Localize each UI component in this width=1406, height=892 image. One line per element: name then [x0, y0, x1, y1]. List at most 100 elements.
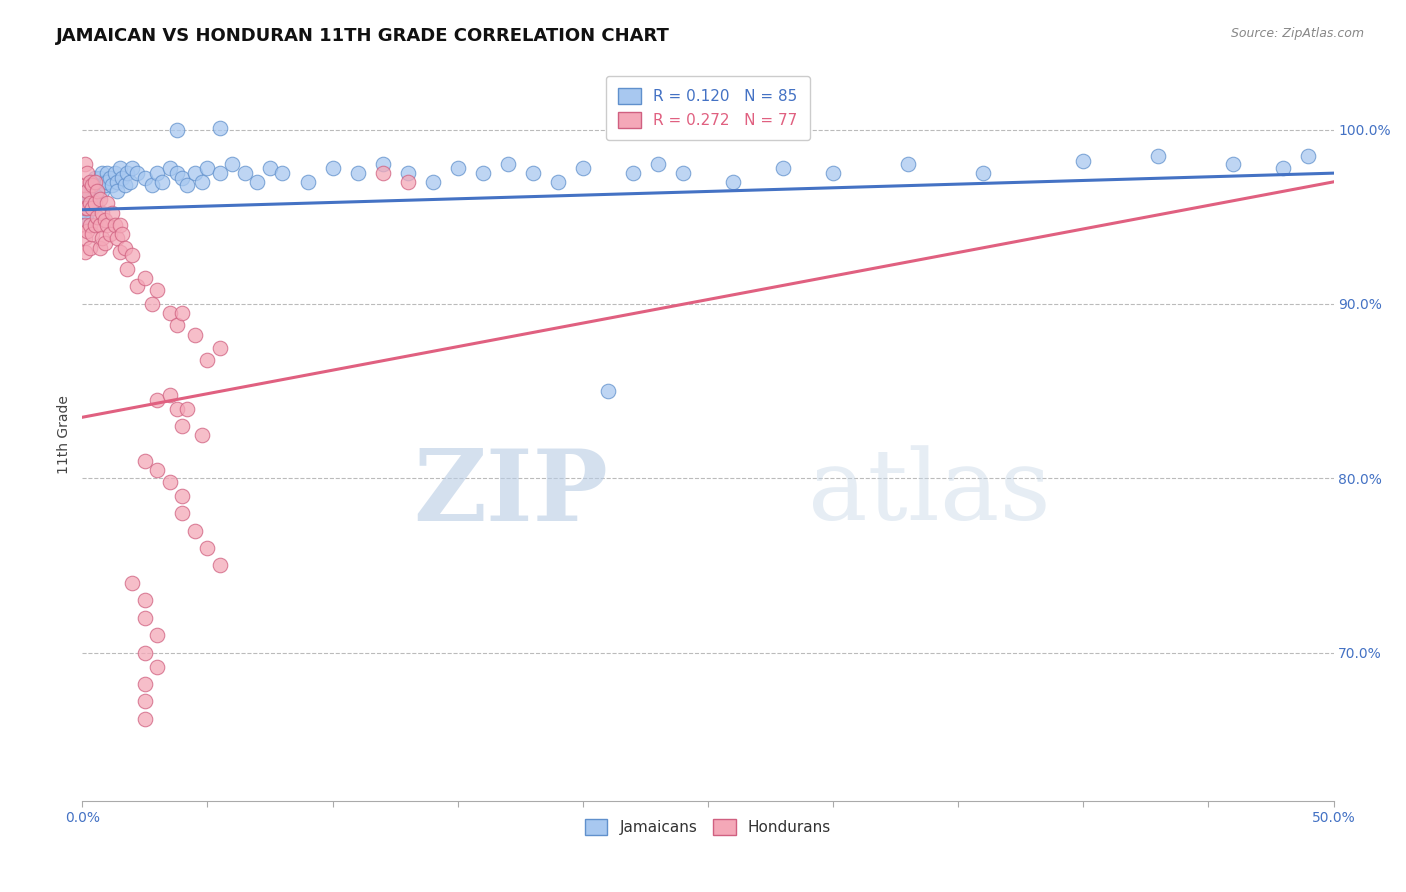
Point [82, 184, 104, 198]
Point [127, 166, 149, 180]
Point [98, 171, 121, 186]
Point [76, 201, 98, 215]
Point [371, 157, 394, 171]
Point [82, 178, 104, 193]
Point [73, 178, 96, 193]
Point [91, 230, 114, 244]
Point [76, 184, 98, 198]
Point [111, 171, 134, 186]
Point [73, 244, 96, 259]
Point [172, 419, 194, 434]
Point [89, 192, 111, 206]
Point [322, 161, 344, 175]
Point [104, 166, 127, 180]
Point [96, 219, 118, 233]
Point [79, 189, 101, 203]
Point [522, 166, 544, 180]
Point [105, 175, 128, 189]
Point [105, 184, 128, 198]
Point [208, 558, 231, 573]
Point [127, 279, 149, 293]
Point [297, 175, 319, 189]
Point [134, 454, 156, 468]
Point [166, 401, 188, 416]
Point [897, 157, 920, 171]
Point [134, 593, 156, 607]
Point [111, 227, 134, 242]
Point [86, 175, 108, 189]
Point [82, 175, 104, 189]
Point [96, 195, 118, 210]
Point [73, 201, 96, 215]
Point [73, 195, 96, 210]
Text: atlas: atlas [808, 445, 1050, 541]
Point [118, 175, 141, 189]
Point [172, 489, 194, 503]
Point [101, 178, 124, 193]
Point [73, 192, 96, 206]
Point [105, 230, 128, 244]
Point [134, 270, 156, 285]
Point [121, 161, 143, 175]
Point [121, 248, 143, 262]
Point [821, 166, 844, 180]
Point [73, 213, 96, 227]
Point [672, 166, 695, 180]
Point [1298, 149, 1320, 163]
Point [82, 192, 104, 206]
Point [772, 161, 794, 175]
Point [176, 401, 198, 416]
Point [73, 210, 96, 224]
Point [447, 161, 470, 175]
Point [73, 199, 96, 213]
Point [76, 192, 98, 206]
Point [94, 178, 117, 193]
Point [1147, 149, 1170, 163]
Point [621, 166, 644, 180]
Point [146, 166, 169, 180]
Point [73, 192, 96, 206]
Point [86, 210, 108, 224]
Point [73, 219, 96, 233]
Point [94, 235, 117, 250]
Point [76, 201, 98, 215]
Point [73, 204, 96, 219]
Point [121, 575, 143, 590]
Point [89, 171, 111, 186]
Point [146, 628, 169, 642]
Point [647, 157, 669, 171]
Point [471, 166, 494, 180]
Point [134, 694, 156, 708]
Point [79, 195, 101, 210]
Point [91, 166, 114, 180]
Point [114, 178, 136, 193]
Point [94, 213, 117, 227]
Point [73, 157, 96, 171]
Point [89, 219, 111, 233]
Point [208, 120, 231, 135]
Point [83, 178, 105, 193]
Point [166, 318, 188, 332]
Point [246, 175, 269, 189]
Point [972, 166, 994, 180]
Point [159, 161, 181, 175]
Point [172, 506, 194, 520]
Point [94, 175, 117, 189]
Point [91, 206, 114, 220]
Point [79, 195, 101, 210]
Point [166, 166, 188, 180]
Point [396, 175, 419, 189]
Point [86, 184, 108, 198]
Point [1222, 157, 1244, 171]
Point [596, 384, 619, 398]
Point [221, 157, 243, 171]
Y-axis label: 11th Grade: 11th Grade [58, 395, 72, 475]
Point [96, 166, 118, 180]
Point [721, 175, 744, 189]
Text: JAMAICAN VS HONDURAN 11TH GRADE CORRELATION CHART: JAMAICAN VS HONDURAN 11TH GRADE CORRELAT… [56, 27, 671, 45]
Point [114, 241, 136, 255]
Point [73, 230, 96, 244]
Point [101, 206, 124, 220]
Point [91, 184, 114, 198]
Point [191, 427, 214, 442]
